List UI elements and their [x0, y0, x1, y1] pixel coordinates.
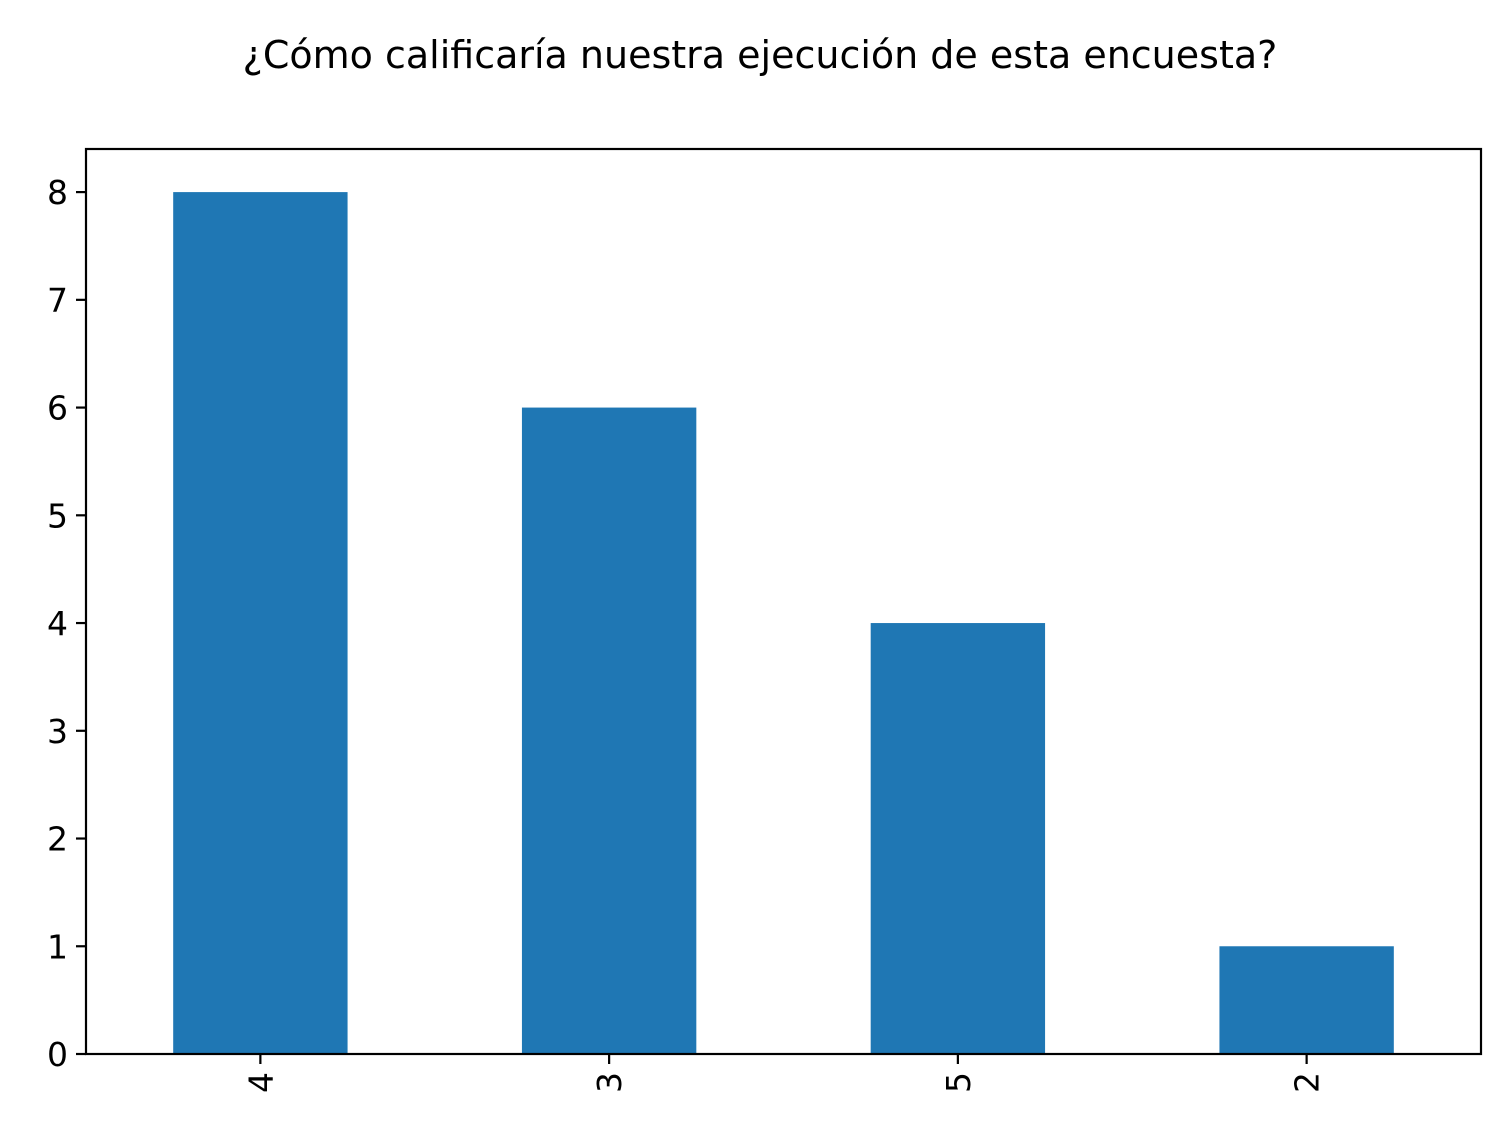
y-tick-label: 3: [47, 712, 68, 751]
y-tick-label: 8: [47, 173, 68, 212]
chart-title: ¿Cómo calificaría nuestra ejecución de e…: [243, 33, 1278, 77]
y-tick-label: 6: [47, 389, 68, 428]
y-tick-label: 2: [47, 820, 68, 859]
bar-5: [870, 623, 1046, 1054]
y-tick-label: 7: [47, 281, 68, 320]
bar-4: [173, 192, 348, 1055]
axes-frame: [84, 147, 1483, 1056]
x-tick-label: 3: [590, 1072, 629, 1093]
x-tick-label: 2: [1288, 1072, 1327, 1093]
axes-layer: 0 1 2 3 4 5 6 7 8 4 3 5 2: [47, 147, 1483, 1093]
y-tick-label: 5: [47, 496, 68, 535]
y-tick-label: 4: [47, 604, 68, 643]
y-tick-label: 0: [47, 1035, 68, 1074]
bar-3: [521, 407, 697, 1054]
x-tick-label: 4: [241, 1072, 280, 1093]
x-tick-label: 5: [939, 1072, 978, 1093]
bars-layer: [173, 192, 1394, 1055]
y-tick-label: 1: [47, 927, 68, 966]
bar-2: [1219, 946, 1394, 1054]
